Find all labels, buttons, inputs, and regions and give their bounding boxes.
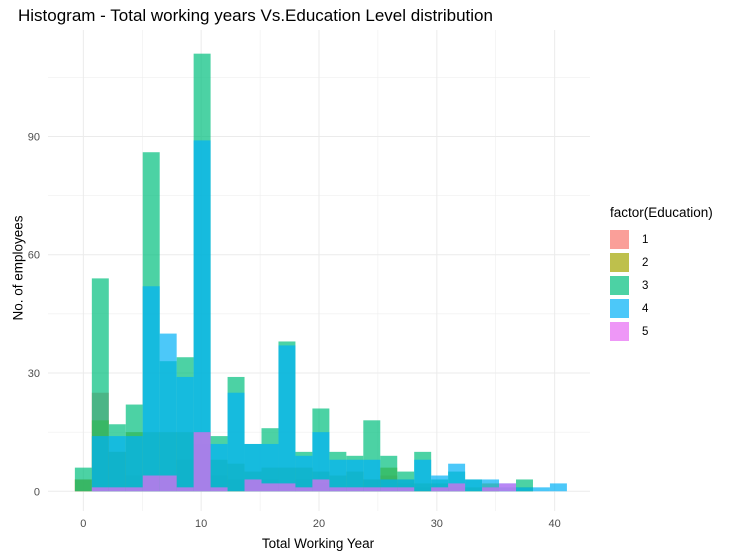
- legend-item-5: 5: [610, 320, 713, 343]
- legend: factor(Education) 1 2 3 4 5: [610, 205, 713, 343]
- legend-item-2: 2: [610, 251, 713, 274]
- y-tick-label: 0: [34, 486, 40, 498]
- bar-education-4: [227, 392, 245, 492]
- bar-education-4: [397, 479, 415, 492]
- bar-education-4: [210, 443, 228, 492]
- bar-education-4: [142, 286, 160, 492]
- bar-education-4: [414, 459, 432, 492]
- bar-education-4: [159, 333, 177, 492]
- bar-education-4: [380, 479, 398, 492]
- bar-education-5: [108, 487, 126, 492]
- legend-item-1: 1: [610, 228, 713, 251]
- bar-education-5: [91, 487, 109, 492]
- bar-education-4: [176, 376, 194, 492]
- bar-education-4: [329, 459, 347, 492]
- legend-item-3: 3: [610, 274, 713, 297]
- x-tick-label: 30: [431, 518, 443, 530]
- bar-education-5: [159, 475, 177, 492]
- bar-education-4: [261, 443, 279, 492]
- x-tick-label: 40: [549, 518, 561, 530]
- bar-education-4: [363, 459, 381, 492]
- bar-education-5: [380, 487, 398, 492]
- bar-education-4: [549, 483, 567, 492]
- bar-education-3: [74, 467, 92, 492]
- bar-education-5: [397, 487, 415, 492]
- bar-education-5: [210, 487, 228, 492]
- axis-tick-labels: 0 10 20 30 40 0 30 60 90: [28, 131, 561, 530]
- legend-label-5: 5: [642, 325, 649, 338]
- bar-education-4: [312, 432, 330, 492]
- bar-education-5: [142, 475, 160, 492]
- legend-key-5: [610, 322, 629, 341]
- histogram-bars: [74, 53, 567, 492]
- bar-education-4: [346, 459, 364, 492]
- bar-education-4: [295, 455, 313, 492]
- bar-education-5: [261, 483, 279, 492]
- bar-education-5: [125, 487, 143, 492]
- y-tick-label: 30: [28, 368, 40, 380]
- bar-education-5: [448, 483, 466, 492]
- legend-title: factor(Education): [610, 205, 713, 220]
- bar-education-5: [295, 487, 313, 492]
- x-tick-label: 0: [80, 518, 86, 530]
- legend-key-4: [610, 299, 629, 318]
- bar-education-4: [482, 479, 500, 492]
- bar-education-5: [431, 487, 449, 492]
- y-tick-label: 60: [28, 250, 40, 262]
- bar-education-4: [532, 487, 550, 492]
- legend-label-3: 3: [642, 279, 649, 292]
- bar-education-4: [431, 475, 449, 492]
- bar-education-4: [193, 140, 211, 492]
- x-tick-label: 20: [313, 518, 325, 530]
- legend-key-2: [610, 253, 629, 272]
- bar-education-4: [125, 436, 143, 492]
- y-tick-label: 90: [28, 131, 40, 143]
- chart-title: Histogram - Total working years Vs.Educa…: [18, 6, 493, 25]
- x-tick-label: 10: [195, 518, 207, 530]
- bar-education-5: [482, 487, 500, 492]
- y-axis-title: No. of employees: [10, 215, 26, 321]
- bar-education-4: [244, 443, 262, 492]
- x-axis-title: Total Working Year: [261, 536, 375, 551]
- legend-item-4: 4: [610, 297, 713, 320]
- bar-education-5: [278, 483, 296, 492]
- bar-education-3: [516, 479, 533, 492]
- bar-education-4: [465, 479, 483, 492]
- bar-education-5: [176, 487, 194, 492]
- legend-label-4: 4: [642, 302, 649, 315]
- bar-education-4: [108, 436, 126, 492]
- legend-key-3: [610, 276, 629, 295]
- bar-education-5: [346, 487, 364, 492]
- bar-education-5: [363, 487, 381, 492]
- legend-label-2: 2: [642, 256, 649, 269]
- bar-education-4: [278, 345, 296, 492]
- legend-key-1: [610, 230, 629, 249]
- bar-education-5: [499, 483, 517, 492]
- bar-education-4: [516, 487, 533, 492]
- bar-education-5: [312, 479, 330, 492]
- legend-label-1: 1: [642, 233, 649, 246]
- bar-education-4: [91, 436, 109, 492]
- bar-education-5: [329, 487, 347, 492]
- bar-education-5: [193, 432, 211, 492]
- bar-education-5: [244, 479, 262, 492]
